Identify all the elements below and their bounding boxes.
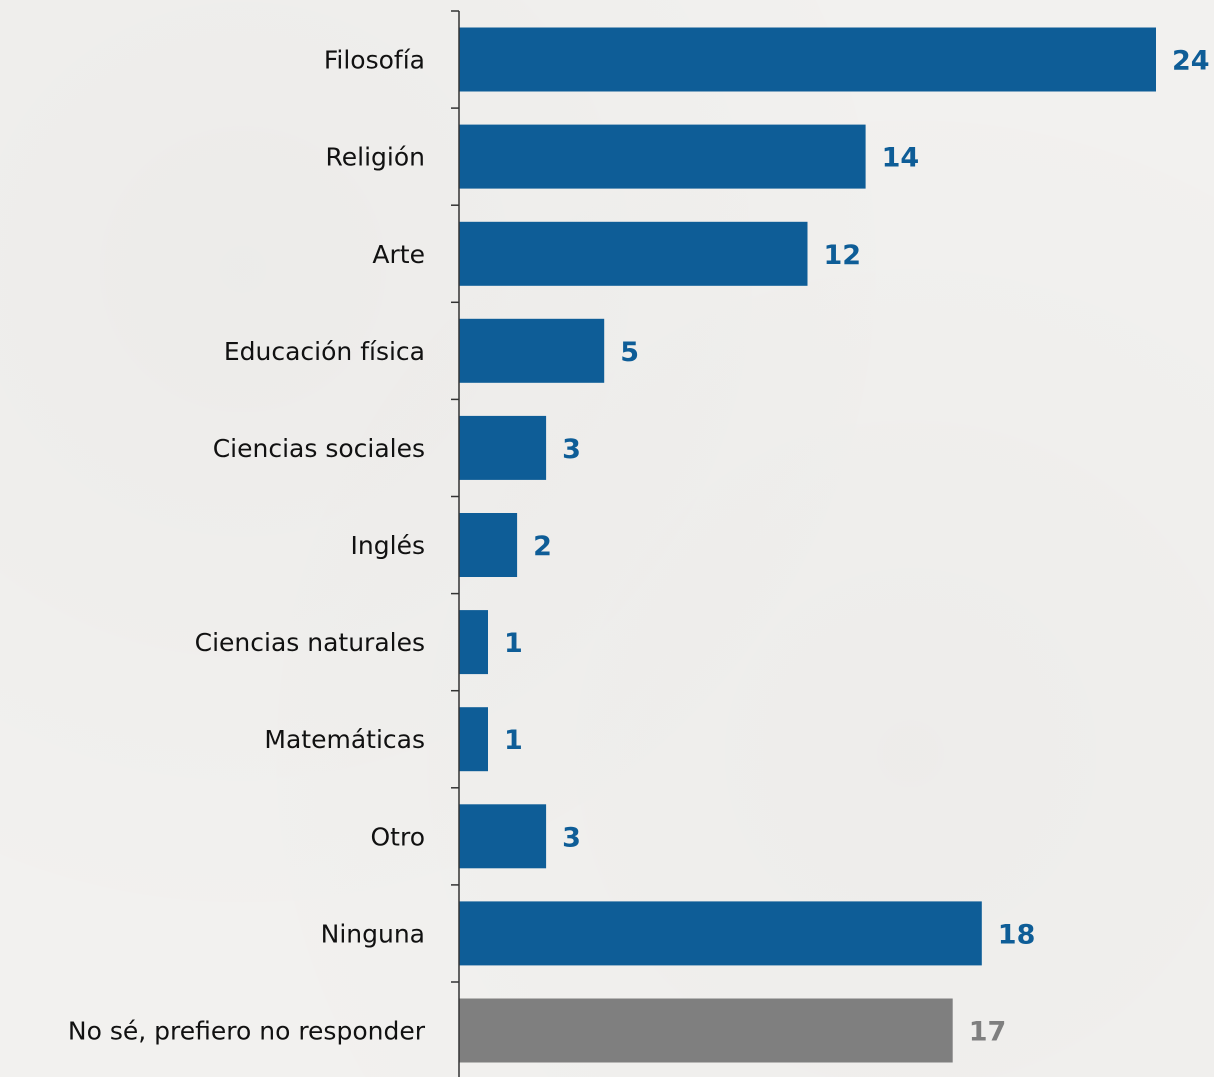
value-label: 3: [562, 822, 581, 853]
category-label: Educación física: [224, 337, 425, 366]
value-label: 14: [882, 143, 920, 174]
bar-5: [459, 513, 518, 577]
category-label: Filosofía: [324, 46, 425, 75]
bar-9: [459, 901, 982, 966]
category-label: Matemáticas: [264, 725, 425, 754]
value-label: 3: [562, 434, 581, 465]
category-label: Ciencias naturales: [195, 628, 425, 657]
bar-4: [459, 415, 547, 480]
bars-group: [459, 27, 1156, 1063]
category-label: Ciencias sociales: [213, 434, 425, 463]
value-label: 1: [504, 628, 523, 659]
bar-1: [459, 124, 866, 189]
value-label: 24: [1172, 46, 1210, 77]
bar-8: [459, 804, 547, 869]
value-label: 2: [533, 531, 552, 562]
category-label: Ninguna: [321, 919, 425, 948]
category-labels-group: Filosofía Religión Arte Educación física Cie…: [68, 46, 426, 1046]
y-axis: [451, 10, 460, 1077]
bar-2: [459, 221, 808, 286]
value-label: 18: [998, 919, 1036, 950]
category-label: Religión: [326, 143, 425, 172]
value-label: 17: [969, 1017, 1007, 1048]
value-label: 1: [504, 725, 523, 756]
value-labels-group: 24 14 12 5 3 2 1 1 3 18 17: [504, 46, 1210, 1048]
category-label: Otro: [370, 822, 425, 851]
category-label: Arte: [372, 240, 425, 269]
value-label: 12: [824, 240, 862, 271]
value-label: 5: [620, 337, 639, 368]
category-label: Inglés: [351, 531, 425, 560]
bar-10: [459, 998, 953, 1063]
category-label: No sé, prefiero no responder: [68, 1017, 426, 1046]
bar-3: [459, 318, 605, 383]
bar-0: [459, 27, 1156, 92]
bar-6: [459, 610, 488, 675]
bar-7: [459, 707, 488, 772]
